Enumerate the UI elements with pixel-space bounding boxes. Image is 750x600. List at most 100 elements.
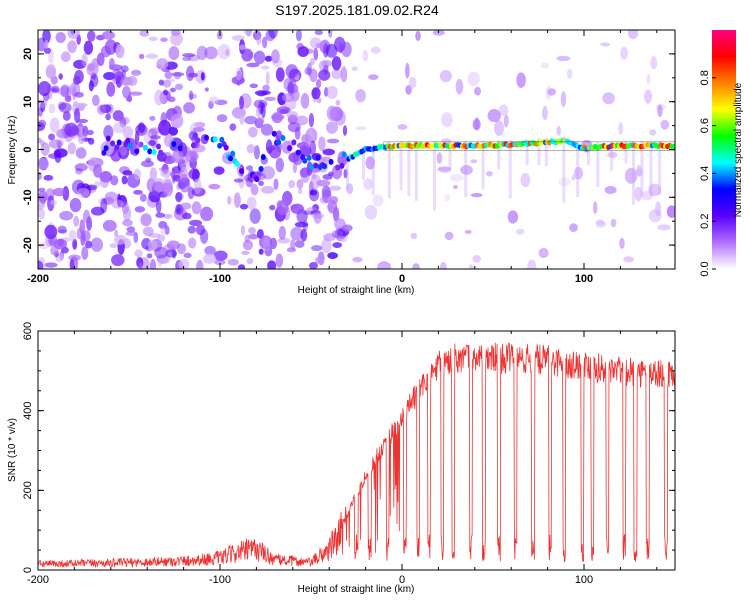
spectrogram-cell bbox=[363, 178, 373, 191]
spectrogram-cell bbox=[292, 161, 298, 174]
spectrogram-cell bbox=[304, 133, 312, 148]
spectrogram-streak bbox=[371, 143, 375, 196]
spectrogram-cell bbox=[604, 185, 617, 195]
spectrogram-cell bbox=[573, 166, 584, 180]
spectrogram-cell bbox=[314, 256, 322, 264]
spectrogram-cell bbox=[238, 95, 245, 110]
spectrogram-cell bbox=[300, 92, 310, 109]
spectrogram-cell bbox=[618, 122, 624, 136]
spectrogram-cell bbox=[178, 258, 190, 269]
spectrogram-cell bbox=[557, 177, 572, 187]
spectrogram-cell bbox=[309, 190, 318, 196]
spectrogram-streak bbox=[576, 140, 580, 197]
spectrogram-cell bbox=[45, 64, 57, 79]
spectrogram-streak bbox=[464, 140, 468, 197]
spectrogram-cell bbox=[237, 264, 246, 269]
spectrogram-ridge-cell bbox=[114, 144, 120, 151]
spectrogram-cell bbox=[213, 250, 228, 261]
spectrogram-cell bbox=[139, 193, 147, 202]
spectrogram-cell bbox=[51, 85, 60, 93]
spectrogram-cell bbox=[261, 166, 276, 180]
spectrogram-cell bbox=[261, 185, 275, 194]
spectrogram-cell bbox=[449, 173, 464, 182]
spectrogram-streak bbox=[624, 140, 628, 164]
spectrogram-ridge-cell bbox=[155, 143, 161, 150]
spectrogram-cell bbox=[81, 53, 88, 67]
spectrogram-cell bbox=[278, 225, 286, 240]
spectrogram-cell bbox=[569, 223, 578, 232]
spectrogram-cell bbox=[246, 196, 257, 210]
spectrogram-cell bbox=[311, 244, 323, 252]
spectrogram-cell bbox=[331, 229, 344, 239]
spectrogram-cell bbox=[453, 184, 458, 190]
spectrogram-cell bbox=[362, 49, 369, 62]
spectrogram-cell bbox=[108, 57, 115, 70]
spectrogram-cell bbox=[96, 104, 107, 115]
spectrogram-cell bbox=[265, 71, 270, 87]
spectrogram-cell bbox=[196, 45, 208, 61]
spectrogram-cell bbox=[191, 201, 202, 215]
spectrogram-cell bbox=[200, 229, 209, 244]
spectrogram-cell bbox=[200, 72, 205, 81]
spectrogram-cell bbox=[648, 183, 662, 196]
spectrogram-cell bbox=[311, 172, 317, 179]
spectrogram-cell bbox=[472, 254, 481, 263]
spectrogram-cell bbox=[60, 84, 70, 98]
colorbar-tick-label: 0.8 bbox=[699, 70, 711, 85]
spectrogram-cell bbox=[610, 218, 617, 228]
spectrogram-cell bbox=[556, 55, 571, 62]
spectrogram-cell bbox=[77, 133, 85, 145]
spectrogram-ylabel: Frequency (Hz) bbox=[7, 116, 18, 185]
y-tick-label: 200 bbox=[22, 481, 34, 499]
spectrogram-cell bbox=[145, 53, 158, 59]
spectrogram-cell bbox=[91, 94, 100, 107]
spectrogram-cell bbox=[154, 246, 168, 259]
spectrogram-cell bbox=[498, 104, 509, 116]
spectrogram-cell bbox=[182, 53, 196, 58]
spectrogram-cell bbox=[282, 93, 295, 102]
spectrogram-streak bbox=[649, 140, 653, 197]
spectrogram-cell bbox=[340, 66, 348, 83]
spectrogram-ridge-cell bbox=[125, 137, 131, 144]
spectrogram-cell bbox=[38, 187, 46, 193]
spectrogram-cell bbox=[182, 56, 192, 62]
spectrogram-cell bbox=[165, 78, 175, 83]
y-tick-label: 600 bbox=[22, 322, 34, 340]
spectrogram-ridge-cell bbox=[158, 149, 164, 156]
spectrogram-cell bbox=[57, 101, 67, 111]
spectrogram-cell bbox=[104, 39, 117, 55]
spectrogram-cell bbox=[297, 46, 309, 58]
spectrogram-cell bbox=[155, 198, 162, 214]
spectrogram-cell bbox=[271, 49, 280, 64]
spectrogram-cell bbox=[163, 213, 173, 219]
spectrogram-ridge-cell bbox=[341, 151, 347, 158]
y-tick-label: 400 bbox=[22, 401, 34, 419]
spectrogram-cell bbox=[296, 142, 310, 149]
spectrogram-cell bbox=[156, 64, 162, 69]
spectrogram-cell bbox=[244, 234, 250, 243]
spectrogram-cell bbox=[200, 206, 214, 222]
spectrogram-cell bbox=[624, 167, 638, 184]
spectrogram-cell bbox=[149, 36, 158, 41]
spectrogram-cell bbox=[256, 34, 262, 46]
spectrogram-cell bbox=[87, 63, 96, 72]
spectrogram-cell bbox=[262, 84, 270, 92]
spectrogram-cell bbox=[134, 130, 140, 145]
spectrogram-streak bbox=[640, 140, 644, 197]
spectrogram-cell bbox=[329, 185, 342, 191]
spectrogram-cell bbox=[309, 57, 315, 66]
spectrogram-cell bbox=[229, 123, 237, 131]
spectrogram-cell bbox=[326, 85, 338, 99]
spectrogram-cell bbox=[295, 30, 302, 42]
spectrogram-cell bbox=[120, 65, 129, 73]
spectrogram-cell bbox=[405, 85, 412, 95]
spectrogram-cell bbox=[217, 44, 231, 60]
spectrogram-cell bbox=[183, 252, 192, 259]
spectrogram-cell bbox=[57, 225, 67, 234]
spectrogram-cell bbox=[202, 253, 216, 264]
spectrogram-cell bbox=[112, 122, 126, 134]
spectrogram-cell bbox=[657, 104, 663, 117]
spectrogram-cell bbox=[180, 202, 192, 210]
spectrogram-cell bbox=[311, 87, 321, 100]
spectrogram-cell bbox=[38, 196, 46, 211]
